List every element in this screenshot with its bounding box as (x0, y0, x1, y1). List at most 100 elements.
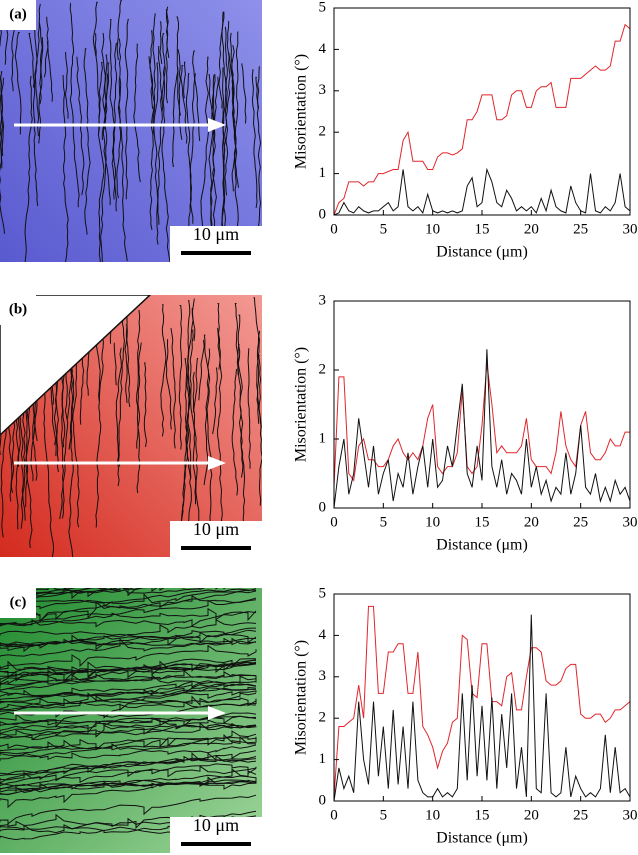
grain-boundary (0, 683, 257, 703)
grain-boundary (0, 720, 257, 735)
grain-boundary (148, 56, 160, 225)
x-axis-label: Distance (μm) (436, 830, 528, 847)
grain-boundary (0, 77, 5, 157)
grain-boundary (156, 46, 163, 245)
grain-boundary (234, 31, 239, 188)
y-tick-label: 1 (319, 751, 327, 767)
grain-boundary (116, 77, 122, 199)
grain-boundary (113, 342, 117, 386)
panel-label-box (0, 295, 36, 325)
grain-boundary (185, 73, 193, 248)
grain-boundary (72, 352, 80, 528)
grain-boundary (14, 31, 22, 135)
grain-boundary (184, 358, 192, 479)
grain-boundary (0, 779, 257, 809)
x-tick-label: 20 (524, 221, 539, 237)
grain-boundary (0, 779, 257, 795)
grain-boundary (161, 66, 171, 262)
grain-boundary (160, 303, 167, 437)
grain-boundary (68, 368, 75, 557)
grain-boundary (0, 779, 257, 793)
grain-boundary (149, 30, 154, 109)
grain-boundary (0, 588, 257, 610)
scale-bar-box (170, 817, 262, 853)
grain-boundary (178, 304, 183, 450)
grain-boundary (0, 692, 257, 712)
panel-label-box (0, 0, 36, 30)
x-tick-label: 10 (425, 514, 440, 530)
grain-boundary (124, 18, 129, 200)
y-axis-label: Misorientation (°) (293, 347, 310, 462)
y-tick-label: 1 (319, 430, 327, 446)
grain-boundary (32, 25, 39, 207)
grain-boundary (247, 348, 251, 469)
x-tick-label: 10 (425, 807, 440, 823)
scan-arrow-head (208, 706, 226, 720)
grain-boundary (118, 298, 125, 467)
data-line (333, 614, 631, 802)
grain-boundary (0, 674, 257, 691)
grain-boundary (0, 660, 257, 678)
y-tick-label: 0 (319, 206, 327, 222)
grain-boundary (189, 73, 196, 224)
y-tick-label: 5 (319, 0, 327, 15)
panel-label: (a) (9, 6, 27, 22)
y-tick-label: 3 (319, 668, 327, 684)
x-tick-label: 15 (475, 221, 490, 237)
grain-boundary (222, 26, 228, 243)
grain-boundary (24, 76, 33, 262)
y-tick-label: 2 (319, 124, 327, 140)
x-axis-label: Distance (μm) (436, 537, 528, 554)
grain-boundary (0, 644, 257, 669)
y-tick-label: 1 (319, 165, 327, 181)
grain-boundary (124, 324, 128, 404)
grain-boundary (0, 733, 257, 755)
grain-boundary (62, 74, 69, 262)
grain-boundary (118, 38, 128, 262)
y-tick-label: 0 (319, 499, 327, 515)
grain-boundary (218, 11, 224, 109)
y-tick-label: 4 (319, 41, 327, 57)
x-tick-label: 10 (425, 221, 440, 237)
grain-boundary (0, 719, 257, 741)
data-line (333, 23, 631, 216)
grain-boundary (69, 2, 80, 208)
grain-boundary (170, 327, 176, 449)
grain-boundary (0, 690, 257, 707)
grain-boundary (0, 765, 257, 790)
grain-boundary (92, 1, 98, 57)
scale-bar-label: 10 μm (193, 519, 239, 539)
x-tick-label: 30 (623, 807, 638, 823)
grain-boundary (0, 752, 257, 777)
y-axis-label: Misorientation (°) (293, 640, 310, 755)
orientation-map (0, 588, 262, 853)
grain-boundary (192, 357, 199, 413)
y-tick-label: 2 (319, 361, 327, 377)
grain-boundary (0, 723, 257, 741)
grain-boundary (198, 339, 205, 401)
scan-arrow-head (208, 456, 226, 470)
scan-arrow-head (208, 118, 226, 132)
grain-boundary (183, 61, 186, 99)
grain-boundary (212, 367, 218, 435)
grain-boundary (0, 763, 257, 782)
y-tick-label: 0 (319, 792, 327, 808)
grain-boundary (237, 314, 241, 376)
x-tick-label: 5 (380, 514, 388, 530)
grain-boundary (34, 3, 41, 137)
grain-boundary (0, 588, 158, 601)
x-tick-label: 25 (573, 514, 588, 530)
grain-boundary (0, 590, 257, 607)
grain-boundary (149, 13, 156, 230)
grain-boundary (0, 683, 257, 701)
x-axis-label: Distance (μm) (436, 244, 528, 261)
x-tick-label: 25 (573, 807, 588, 823)
y-tick-label: 3 (319, 292, 327, 308)
grain-boundary (64, 52, 69, 119)
x-tick-label: 30 (623, 514, 638, 530)
grain-boundary (0, 713, 257, 727)
grain-boundary (0, 774, 257, 787)
grain-boundary (97, 61, 105, 262)
grain-boundary (0, 634, 257, 651)
